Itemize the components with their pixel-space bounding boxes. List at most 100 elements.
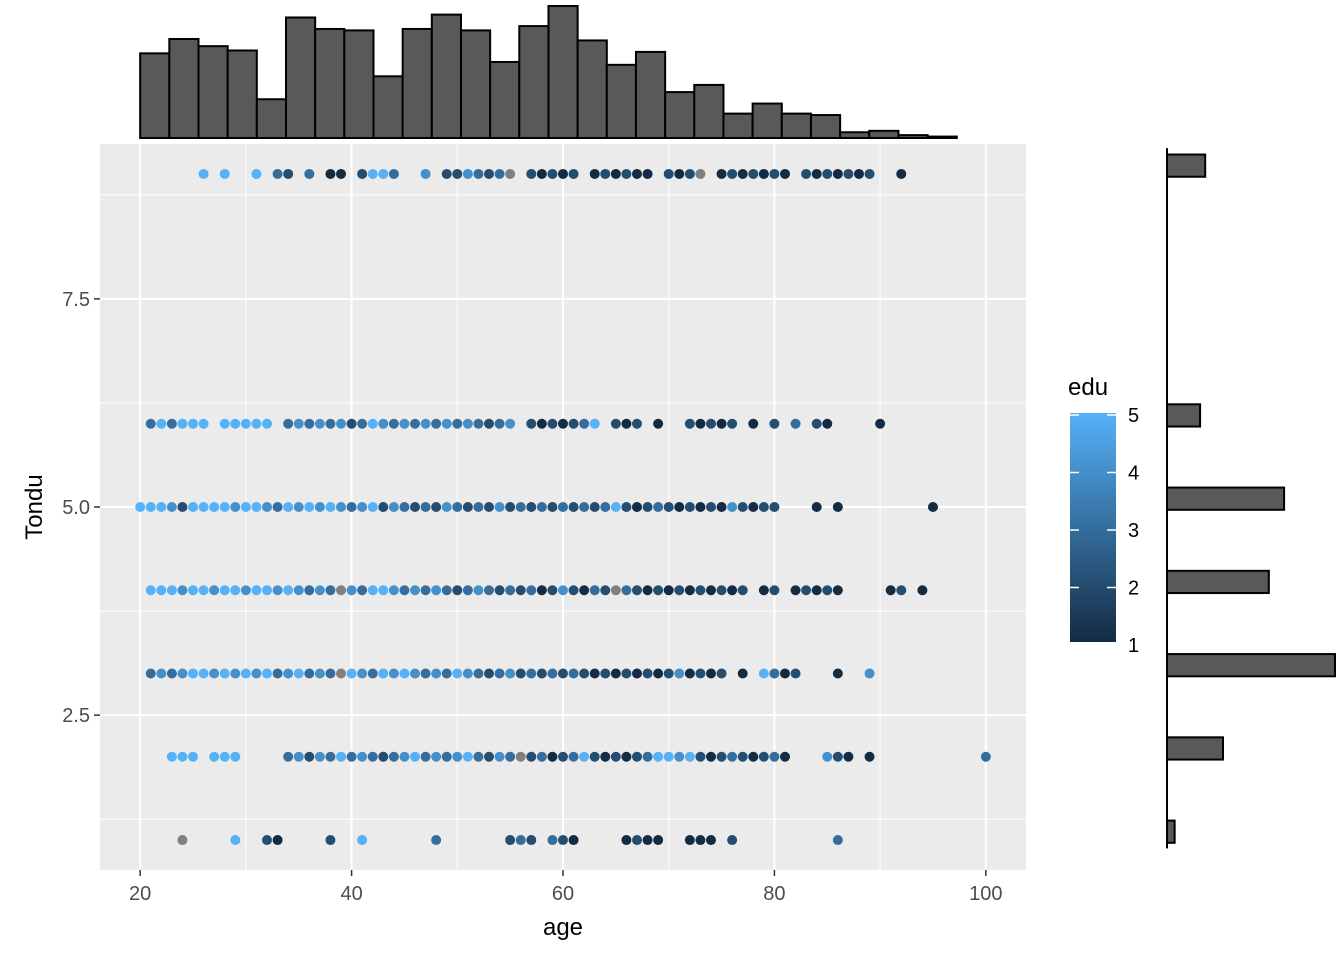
scatter-point (631, 168, 642, 179)
scatter-point (462, 751, 473, 762)
scatter-point (832, 502, 843, 512)
legend-tick-label: 1 (1128, 635, 1139, 657)
scatter-point (927, 502, 938, 512)
scatter-point (727, 168, 738, 179)
scatter-point (610, 418, 621, 429)
scatter-point (452, 168, 463, 179)
scatter-point (674, 751, 685, 762)
scatter-point (716, 751, 727, 762)
scatter-point (346, 668, 357, 679)
scatter-point (240, 502, 251, 512)
scatter-point (505, 585, 516, 596)
scatter-point (653, 418, 664, 429)
scatter-point (515, 835, 526, 846)
scatter-point (579, 585, 590, 596)
scatter-point (684, 835, 695, 846)
scatter-point (705, 835, 716, 846)
scatter-point (758, 168, 769, 179)
scatter-point (832, 835, 843, 846)
scatter-points (135, 168, 991, 846)
scatter-point (621, 751, 632, 762)
scatter-point (536, 418, 547, 429)
scatter-point (494, 418, 505, 429)
scatter-point (198, 585, 209, 596)
scatter-point (399, 502, 410, 512)
scatter-point (251, 585, 262, 596)
scatter-point (547, 585, 558, 596)
scatter-point (410, 668, 421, 679)
scatter-point (758, 668, 769, 679)
age-histogram-bar (401, 27, 433, 140)
scatter-point (494, 668, 505, 679)
scatter-point (674, 585, 685, 596)
scatter-point (441, 502, 452, 512)
scatter-point (357, 751, 368, 762)
scatter-point (272, 502, 283, 512)
scatter-point (727, 418, 738, 429)
scatter-point (156, 585, 167, 596)
scatter-point (198, 418, 209, 429)
tondu-histogram-bar (1166, 569, 1270, 595)
scatter-point (399, 668, 410, 679)
scatter-point (505, 168, 516, 179)
age-histogram-bar (634, 50, 667, 140)
scatter-point (420, 418, 431, 429)
scatter-point (346, 585, 357, 596)
scatter-point (653, 502, 664, 512)
age-histogram-bar (459, 29, 492, 139)
scatter-point (547, 168, 558, 179)
scatter-point (663, 751, 674, 762)
scatter-point (822, 418, 833, 429)
scatter-point (272, 585, 283, 596)
scatter-point (230, 835, 241, 846)
scatter-point (336, 668, 347, 679)
scatter-point (822, 168, 833, 179)
scatter-point (399, 585, 410, 596)
scatter-point (378, 585, 389, 596)
scatter-point (399, 751, 410, 762)
y-axis: 2.5 5.0 7.5 (62, 289, 100, 727)
scatter-point (727, 585, 738, 596)
scatter-point (314, 418, 325, 429)
scatter-point (811, 418, 822, 429)
scatter-point (166, 502, 177, 512)
scatter-point (716, 168, 727, 179)
scatter-point (314, 585, 325, 596)
scatter-point (526, 502, 537, 512)
age-histogram-bar (343, 29, 375, 139)
age-histogram-bar (284, 16, 317, 139)
scatter-point (156, 668, 167, 679)
scatter-point (790, 418, 801, 429)
scatter-point (304, 751, 315, 762)
scatter-point (621, 168, 632, 179)
scatter-point (917, 585, 928, 596)
scatter-point (251, 668, 262, 679)
scatter-point (272, 668, 283, 679)
scatter-point (642, 751, 653, 762)
scatter-point (388, 585, 399, 596)
scatter-point (568, 585, 579, 596)
scatter-point (853, 168, 864, 179)
scatter-point (293, 502, 304, 512)
scatter-point (325, 751, 336, 762)
scatter-point (589, 418, 600, 429)
scatter-point (240, 418, 251, 429)
legend-colorbar (1070, 413, 1116, 642)
scatter-point (631, 502, 642, 512)
scatter-point (357, 502, 368, 512)
scatter-point (737, 668, 748, 679)
scatter-point (737, 751, 748, 762)
scatter-point (653, 668, 664, 679)
scatter-point (568, 418, 579, 429)
scatter-point (378, 751, 389, 762)
age-histogram-bar (576, 39, 608, 139)
scatter-point (177, 585, 188, 596)
scatter-point (462, 668, 473, 679)
age-histogram-bar (839, 131, 871, 139)
scatter-point (262, 668, 273, 679)
scatter-point (325, 502, 336, 512)
scatter-point (346, 418, 357, 429)
scatter-point (452, 418, 463, 429)
scatter-point (811, 585, 822, 596)
